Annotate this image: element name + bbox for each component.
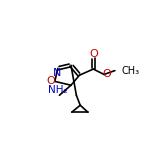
Text: N: N (53, 68, 61, 78)
Text: CH₃: CH₃ (121, 66, 139, 76)
Text: O: O (103, 69, 112, 79)
Text: O: O (47, 76, 55, 86)
Text: NH₂: NH₂ (48, 85, 68, 95)
Text: O: O (89, 49, 98, 59)
